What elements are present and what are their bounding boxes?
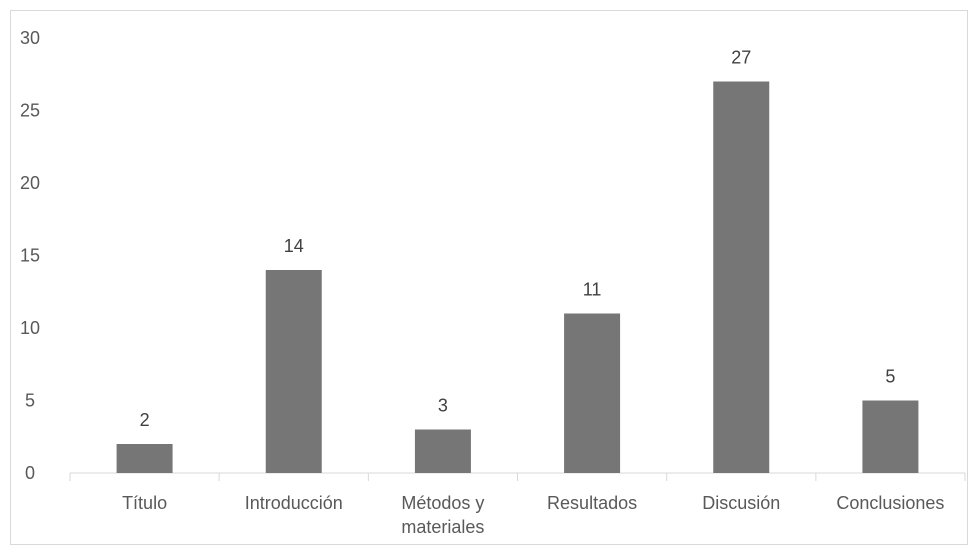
category-label-line: Métodos y xyxy=(401,493,484,513)
y-tick-label-20: 20 xyxy=(20,173,40,193)
y-tick-label-25: 25 xyxy=(20,101,40,121)
data-labels: 2 14 3 11 27 5 xyxy=(140,48,896,431)
y-axis-ticks: 0 5 10 15 20 25 30 xyxy=(20,28,40,483)
category-label-3: Resultados xyxy=(547,493,637,513)
category-label-5: Conclusiones xyxy=(836,493,944,513)
category-label-line: Introducción xyxy=(245,493,343,513)
y-tick-label-15: 15 xyxy=(20,246,40,266)
category-label-4: Discusión xyxy=(702,493,780,513)
category-label-1: Introducción xyxy=(245,493,343,513)
y-tick-label-10: 10 xyxy=(20,318,40,338)
bar-4 xyxy=(713,81,770,473)
y-tick-label-0: 0 xyxy=(25,463,35,483)
category-label-0: Título xyxy=(122,493,167,513)
category-label-line: Título xyxy=(122,493,167,513)
data-label-0: 2 xyxy=(140,410,150,430)
category-label-line: Discusión xyxy=(702,493,780,513)
data-label-5: 5 xyxy=(885,367,895,387)
bars xyxy=(116,81,919,473)
category-label-2: Métodos y materiales xyxy=(401,493,484,537)
category-labels: Título Introducción Métodos y materiales Res… xyxy=(122,493,944,537)
category-label-line: Resultados xyxy=(547,493,637,513)
data-label-3: 11 xyxy=(583,280,602,300)
data-label-1: 14 xyxy=(284,236,304,256)
bar-0 xyxy=(116,444,173,473)
bar-5 xyxy=(862,400,919,473)
category-label-line: materiales xyxy=(401,517,484,537)
data-label-4: 27 xyxy=(731,48,751,68)
bar-1 xyxy=(265,270,322,473)
bar-2 xyxy=(414,429,471,473)
data-label-2: 3 xyxy=(438,396,448,416)
y-tick-label-30: 30 xyxy=(20,28,40,48)
category-label-line: Conclusiones xyxy=(836,493,944,513)
x-axis-tick-marks xyxy=(69,473,966,481)
bar-3 xyxy=(564,313,621,473)
y-tick-label-5: 5 xyxy=(25,391,35,411)
